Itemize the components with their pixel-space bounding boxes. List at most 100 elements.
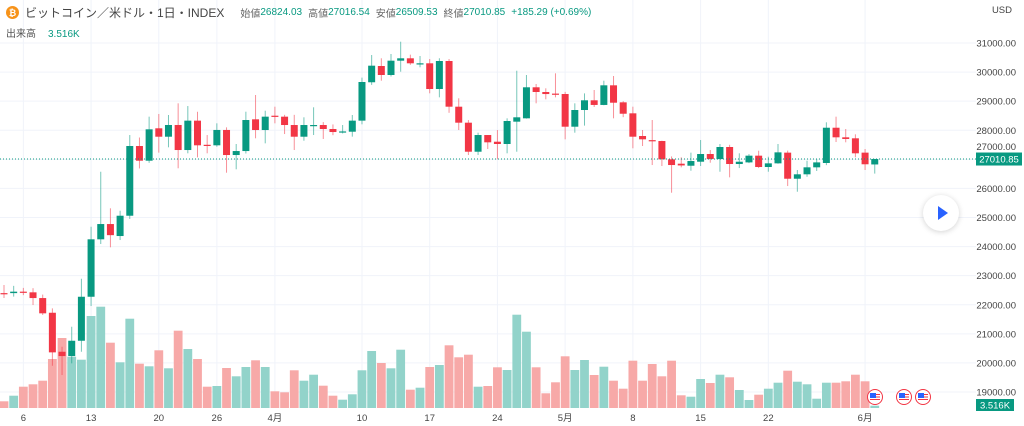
candle [242, 111, 250, 154]
candle [871, 158, 879, 174]
candle [832, 116, 840, 143]
volume-bar [841, 381, 851, 408]
candle-body [532, 87, 540, 93]
candle-body [10, 291, 18, 294]
volume-bar [0, 401, 9, 408]
candle [358, 77, 366, 125]
candle-body [358, 82, 366, 121]
candle [851, 134, 859, 158]
volume-bar [512, 314, 522, 408]
price-axis[interactable]: USD 31000.00 30000.00 29000.00 28000.00 2700… [976, 5, 1016, 399]
us-flag-event-icon[interactable] [915, 389, 931, 405]
volume-bar [289, 370, 299, 408]
candle [590, 89, 598, 107]
volume-bar [38, 380, 48, 408]
volume-bar [676, 395, 686, 408]
candle-body [368, 65, 376, 83]
candle-body [232, 151, 240, 156]
volume-bars [0, 306, 880, 408]
candle-body [803, 167, 811, 175]
price-tick-label: 21000.00 [976, 329, 1016, 340]
current-volume-label: 3.516K [980, 401, 1011, 412]
volume-bar [434, 365, 444, 408]
price-tick-label: 24000.00 [976, 242, 1016, 253]
date-tick-label: 17 [424, 413, 435, 424]
candle-body [310, 125, 318, 127]
candle-body [697, 154, 705, 162]
candle-body [503, 121, 511, 145]
volume-bar [802, 384, 812, 408]
volume-bar [715, 374, 725, 408]
symbol-title[interactable]: ビットコイン／米ドル・1日・INDEX [25, 6, 225, 20]
low-value: 26509.53 [395, 7, 438, 18]
candle-body [155, 128, 163, 137]
candle-body [784, 152, 792, 179]
candle-body [581, 100, 588, 111]
volume-bar [28, 384, 38, 408]
high-value: 27016.54 [328, 7, 370, 18]
volume-bar [628, 360, 638, 408]
candle-body [39, 298, 47, 314]
candle-body [19, 291, 27, 293]
volume-bar [783, 370, 793, 408]
candle [145, 116, 153, 163]
candle-body [29, 292, 37, 299]
candle [493, 130, 501, 160]
price-tick-label: 25000.00 [976, 213, 1016, 224]
candle-body [68, 340, 76, 357]
candle [300, 117, 308, 141]
time-axis[interactable]: 6 13 20 26 4月 10 17 24 5月 8 15 22 6月 [21, 413, 873, 424]
candle-body [135, 146, 143, 161]
volume-bar [405, 389, 415, 408]
candle-body [106, 224, 114, 236]
volume-bar [144, 366, 154, 408]
candle-body [445, 61, 453, 107]
volume-bar [618, 388, 628, 408]
volume-bar [754, 394, 764, 408]
candle-body [387, 60, 395, 75]
date-tick-label: 22 [763, 413, 774, 424]
current-price-label: 27010.85 [979, 155, 1019, 166]
high-label: 高値 [308, 9, 329, 20]
volume-bar [67, 356, 77, 408]
candle [252, 95, 260, 139]
volume-bar [667, 360, 676, 408]
volume-bar [725, 377, 735, 408]
volume-bar [251, 360, 260, 408]
bitcoin-icon: ₿ [6, 6, 19, 19]
candle [629, 106, 637, 149]
volume-legend: 出来高 3.516K [6, 25, 80, 40]
candle-body [455, 106, 463, 123]
candle [464, 120, 472, 156]
volume-bar [115, 362, 125, 408]
price-tick-label: 29000.00 [976, 97, 1016, 108]
date-tick-label: 6月 [858, 413, 873, 424]
candle-body [513, 117, 521, 122]
us-flag-event-icon[interactable] [896, 389, 912, 405]
change-value: +185.29 (+0.69%) [511, 7, 592, 18]
replay-play-button[interactable] [923, 195, 959, 231]
candle [735, 153, 743, 169]
date-tick-label: 5月 [558, 413, 573, 424]
date-tick-label: 6 [21, 413, 26, 424]
candle [784, 150, 792, 187]
candle [213, 123, 221, 147]
candle-body [610, 85, 618, 103]
candle-body [764, 163, 772, 168]
candle-body [590, 100, 598, 105]
volume-bar [763, 388, 773, 408]
candle [339, 125, 347, 134]
volume-bar [744, 400, 754, 408]
volume-bar [860, 381, 870, 408]
volume-bar [705, 383, 715, 408]
volume-bar [96, 306, 106, 408]
candle [648, 120, 656, 166]
candle-body [203, 144, 211, 146]
candle-body [658, 141, 666, 160]
volume-bar [299, 380, 309, 408]
volume-bar [9, 395, 19, 408]
candle [435, 58, 443, 98]
us-flag-event-icon[interactable] [867, 389, 883, 405]
candle [639, 130, 647, 147]
